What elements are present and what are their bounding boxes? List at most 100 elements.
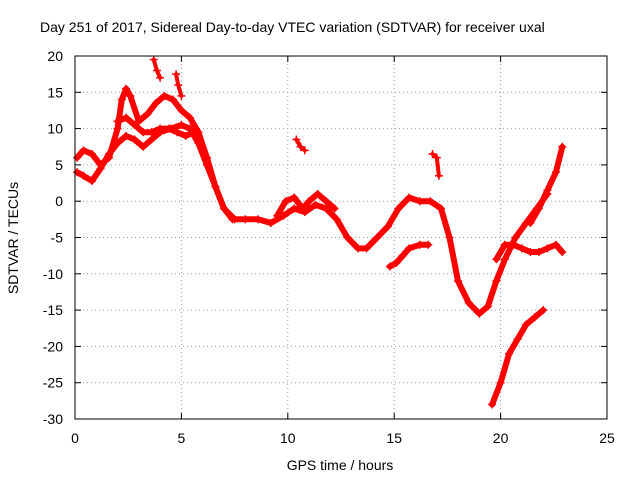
data-point [558, 142, 567, 151]
data-point [134, 117, 143, 126]
data-point [126, 91, 135, 100]
data-point [168, 95, 177, 104]
x-tick-label: 15 [386, 430, 402, 446]
data-point [300, 146, 309, 155]
data-point [160, 91, 169, 100]
x-tick-label: 10 [280, 430, 296, 446]
y-tick-label: 15 [47, 84, 63, 100]
series-arc-middle [113, 113, 199, 140]
data-point [164, 124, 173, 133]
data-point [526, 248, 535, 257]
series-trace [489, 307, 547, 408]
series-arc-mid-bump [273, 189, 339, 220]
x-tick-label: 25 [599, 430, 615, 446]
data-point [434, 171, 443, 180]
data-point [373, 233, 382, 242]
y-tick-label: -20 [43, 338, 63, 354]
data-point [241, 215, 250, 224]
data-point [330, 204, 339, 213]
data-point [177, 91, 186, 100]
data-point [177, 120, 186, 129]
series-arc-early-top [172, 70, 186, 100]
data-point [394, 204, 403, 213]
label-layer: 0 5 10 15 20 25 20 15 10 5 0 -5 -10 -15 -20 -25 -30 [43, 48, 615, 446]
data-point [492, 277, 501, 286]
data-point [122, 113, 131, 122]
data-point [424, 240, 433, 249]
tick-layer [74, 55, 608, 420]
data-point [539, 306, 548, 315]
series-trace [74, 122, 551, 317]
data-point [151, 99, 160, 108]
data-point [526, 218, 535, 227]
data-point [322, 197, 331, 206]
x-axis-label: GPS time / hours [287, 457, 394, 473]
data-point [290, 204, 299, 213]
data-point [122, 84, 131, 93]
data-point [174, 81, 183, 90]
data-point [79, 171, 88, 180]
data-point [475, 309, 484, 318]
data-point [305, 197, 314, 206]
data-point [534, 248, 543, 257]
data-point [464, 298, 473, 307]
data-point [437, 204, 446, 213]
data-point [354, 244, 363, 253]
data-point [500, 240, 509, 249]
data-point [505, 349, 514, 358]
data-point [143, 110, 152, 119]
data-point [362, 244, 371, 253]
data-point [492, 255, 501, 264]
data-point [190, 128, 199, 137]
y-tick-label: 5 [55, 157, 63, 173]
chart-title: Day 251 of 2017, Sidereal Day-to-day VTE… [40, 19, 545, 35]
data-point [483, 302, 492, 311]
data-point [383, 222, 392, 231]
data-point [219, 204, 228, 213]
data-point [534, 204, 543, 213]
series-trace [527, 143, 566, 226]
series-arc-late-rise [488, 306, 548, 409]
data-point [149, 55, 158, 64]
data-point [273, 211, 282, 220]
data-point [551, 240, 560, 249]
data-point [517, 244, 526, 253]
series-arc-main-upper [73, 84, 237, 224]
data-point [266, 218, 275, 227]
data-point [147, 135, 156, 144]
data-point [311, 200, 320, 209]
y-tick-label: -30 [43, 411, 63, 427]
data-point [96, 160, 105, 169]
data-point [181, 131, 190, 140]
data-point [139, 128, 148, 137]
y-axis-label: SDTVAR / TECUs [5, 182, 21, 294]
data-point [73, 168, 82, 177]
data-point [322, 204, 331, 213]
data-point [117, 95, 126, 104]
y-tick-label: 20 [47, 48, 63, 64]
data-point [530, 313, 539, 322]
series-layer [73, 55, 567, 409]
data-point [432, 153, 441, 162]
data-point [185, 113, 194, 122]
data-point [228, 215, 237, 224]
data-point [513, 335, 522, 344]
data-point [172, 70, 181, 79]
data-point [509, 240, 518, 249]
series-arc-spike [428, 150, 443, 180]
data-point [543, 186, 552, 195]
data-point [202, 153, 211, 162]
data-point [385, 262, 394, 271]
series-arc-main-lower [73, 120, 552, 318]
data-point [398, 251, 407, 260]
data-point [79, 146, 88, 155]
y-tick-label: 10 [47, 121, 63, 137]
series-arc-mid-small [292, 135, 309, 155]
data-point [88, 150, 97, 159]
data-point [298, 204, 307, 213]
data-point [156, 124, 165, 133]
data-point [73, 153, 82, 162]
data-point [292, 135, 301, 144]
data-point [332, 215, 341, 224]
data-point [313, 189, 322, 198]
